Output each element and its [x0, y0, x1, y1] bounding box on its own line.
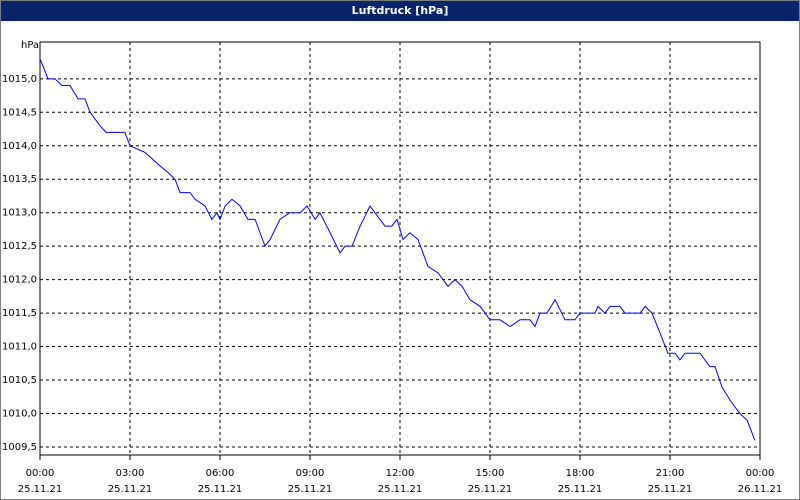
y-tick-label: 1014,5: [2, 107, 37, 118]
y-tick-label: 1011,0: [2, 342, 37, 353]
x-tick-date: 25.11.21: [378, 484, 423, 495]
y-tick-label: 1009,5: [2, 442, 37, 453]
x-tick-date: 25.11.21: [108, 484, 153, 495]
plot-border: [39, 41, 761, 456]
x-tick-label: 00:00: [26, 468, 55, 479]
x-tick-label: 12:00: [386, 468, 415, 479]
y-tick-label: 1013,5: [2, 174, 37, 185]
y-axis-label: hPa: [21, 40, 39, 51]
y-tick-label: 1010,5: [2, 375, 37, 386]
x-tick-label: 18:00: [566, 468, 595, 479]
x-tick-date: 25.11.21: [468, 484, 513, 495]
x-tick-label: 03:00: [116, 468, 145, 479]
x-tick-date: 25.11.21: [198, 484, 243, 495]
y-tick-label: 1012,5: [2, 241, 37, 252]
y-tick-label: 1014,0: [2, 141, 37, 152]
y-tick-label: 1012,0: [2, 275, 37, 286]
y-tick-label: 1011,5: [2, 308, 37, 319]
x-tick-label: 06:00: [206, 468, 235, 479]
y-tick-label: 1010,0: [2, 408, 37, 419]
x-tick-date: 26.11.21: [738, 484, 783, 495]
chart: hPa 1009,5 1010,0 1010,5 1011,0 1011,5 1012,0…: [2, 40, 783, 495]
title-bar: Luftdruck [hPa]: [1, 1, 799, 21]
data-line: [39, 58, 756, 441]
x-tick-date: 25.11.21: [18, 484, 63, 495]
x-tick-label: 00:00: [746, 468, 775, 479]
y-tick-label: 1015,0: [2, 74, 37, 85]
x-tick-date: 25.11.21: [288, 484, 333, 495]
x-tick-label: 09:00: [296, 468, 325, 479]
x-tick-label: 21:00: [656, 468, 685, 479]
x-tick-label: 15:00: [476, 468, 505, 479]
x-tick-date: 25.11.21: [648, 484, 693, 495]
x-tick-date: 25.11.21: [558, 484, 603, 495]
y-tick-label: 1013,0: [2, 208, 37, 219]
